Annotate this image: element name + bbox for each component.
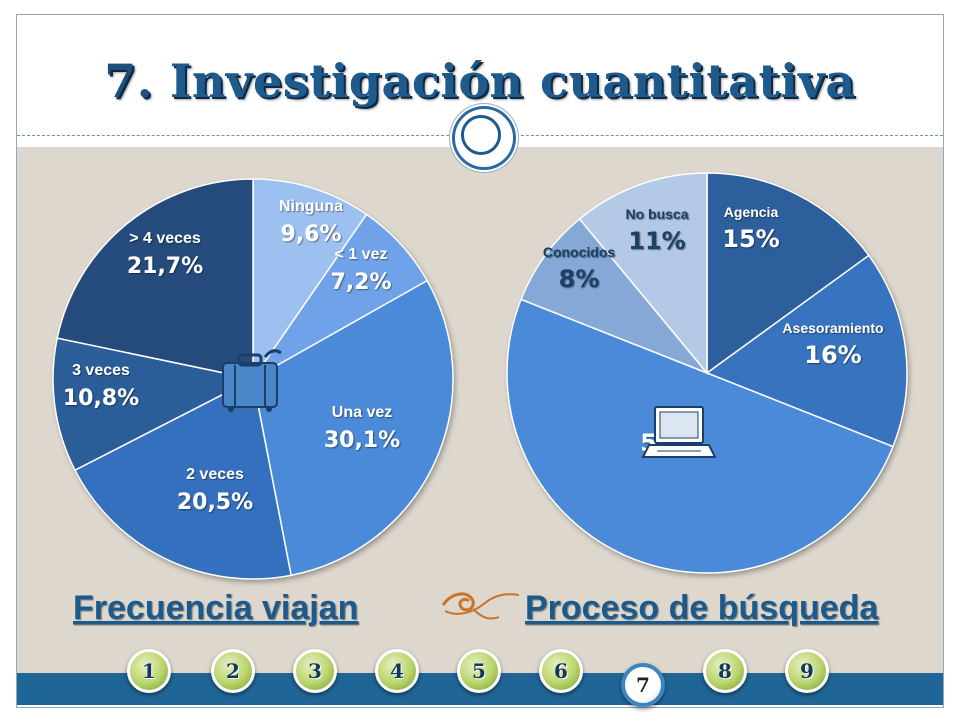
nav-button-2[interactable]: 2 xyxy=(211,649,255,693)
slice-label-agencia: Agencia xyxy=(724,204,779,220)
slice-value-3-veces: 10,8% xyxy=(63,386,139,411)
pie-slice-agencia xyxy=(706,172,870,375)
nav-button-label: 4 xyxy=(390,659,404,683)
title-text: Investigación cuantitativa xyxy=(169,54,856,108)
nav-button-label: 9 xyxy=(800,659,814,683)
ornament-icon xyxy=(441,592,520,620)
nav-button-label: 1 xyxy=(142,659,156,683)
slice-label-3-veces: 3 veces xyxy=(72,362,130,379)
nav-button-3[interactable]: 3 xyxy=(293,649,337,693)
pie-slice-2-veces xyxy=(73,377,293,580)
slice-label-ninguna: Ninguna xyxy=(279,198,343,215)
slice-value-no-busca: 11% xyxy=(628,227,685,255)
nav-button-4[interactable]: 4 xyxy=(375,649,419,693)
pie-slice-asesoramiento xyxy=(705,254,908,448)
content-area: Ninguna 9,6% < 1 vez 7,2% Una vez 30,1% 2 vece… xyxy=(17,147,943,673)
slice-label-4-veces: > 4 veces xyxy=(129,230,201,247)
nav-button-label: 5 xyxy=(472,659,486,683)
nav-button-7[interactable]: 7 xyxy=(621,663,665,707)
pie-chart-busqueda: Agencia15%Asesoramiento16%50%Conocidos8%… xyxy=(506,172,908,574)
slice-label-no-busca: No busca xyxy=(625,206,688,222)
slice-label-2-veces: 2 veces xyxy=(186,466,244,483)
slice-value-conocidos: 8% xyxy=(559,265,600,293)
slice-label-una-vez: Una vez xyxy=(332,404,392,421)
slice-value-una-vez: 30,1% xyxy=(324,428,400,453)
nav-button-label: 8 xyxy=(718,659,732,683)
charts-canvas: Ninguna 9,6%< 1 vez 7,2% Una vez 30,1% 2 vece… xyxy=(52,172,908,627)
pie-slice-conocidos xyxy=(520,217,708,374)
pie-slice-3-veces xyxy=(52,337,256,472)
page-title: 7. Investigación cuantitativa xyxy=(17,51,943,111)
slice-value-ninguna: 9,6% xyxy=(280,222,341,247)
pie-chart-frecuencia: Ninguna 9,6%< 1 vez 7,2% Una vez 30,1% 2 vece… xyxy=(52,178,454,580)
nav-button-9[interactable]: 9 xyxy=(785,649,829,693)
slice-label-asesoramiento: Asesoramiento xyxy=(782,320,883,336)
laptop-icon xyxy=(641,406,717,458)
title-number: 7. xyxy=(104,54,154,108)
slice-value-4-veces: 21,7% xyxy=(127,254,203,279)
pie-slice-ninguna xyxy=(252,178,368,382)
nav-button-1[interactable]: 1 xyxy=(127,649,171,693)
slice-label-conocidos: Conocidos xyxy=(543,244,616,260)
slice-value-1-vez: 7,2% xyxy=(330,270,391,295)
nav-button-6[interactable]: 6 xyxy=(539,649,583,693)
pie-slice-una-vez xyxy=(252,279,454,577)
pie-slice-no-busca xyxy=(578,172,708,376)
slice-value-2-veces: 20,5% xyxy=(177,490,253,515)
slice-value-asesoramiento: 16% xyxy=(804,341,861,369)
nav-button-label: 2 xyxy=(226,659,240,683)
pie-slice-4-veces xyxy=(56,178,254,380)
suitcase-icon xyxy=(222,349,282,412)
caption-busqueda: Proceso de búsqueda xyxy=(525,589,879,627)
nav-button-label: 6 xyxy=(554,659,568,683)
slide-frame: 7. Investigación cuantitativa Ninguna 9,6… xyxy=(16,14,944,708)
nav-button-label: 3 xyxy=(308,659,322,683)
ring-icon xyxy=(461,115,501,155)
nav-button-8[interactable]: 8 xyxy=(703,649,747,693)
nav-button-label: 7 xyxy=(636,673,650,697)
nav-button-5[interactable]: 5 xyxy=(457,649,501,693)
slice-label-1-vez: < 1 vez xyxy=(335,246,388,263)
slice-value-agencia: 15% xyxy=(722,225,779,253)
caption-frecuencia: Frecuencia viajan xyxy=(73,589,358,627)
